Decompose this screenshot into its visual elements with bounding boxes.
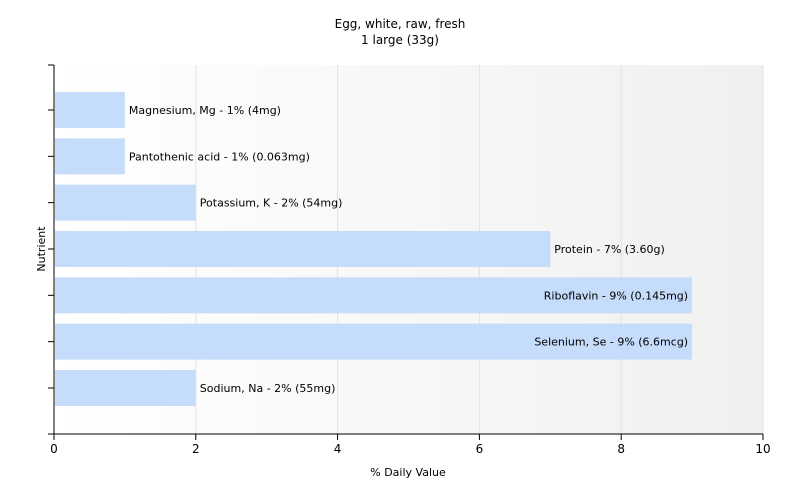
bar [55,323,693,360]
bar-label: Pantothenic acid - 1% (0.063mg) [129,150,310,163]
bar [55,138,125,175]
x-tick-label: 8 [617,442,625,456]
bar-label: Potassium, K - 2% (54mg) [200,197,343,210]
x-tick-label: 2 [192,442,200,456]
x-tick-label: 6 [476,442,484,456]
y-axis-label: Nutrient [35,226,48,272]
x-tick-label: 4 [334,442,342,456]
bar-label: Riboflavin - 9% (0.145mg) [544,289,688,302]
bar [55,230,551,267]
bar-label: Selenium, Se - 9% (6.6mcg) [534,336,688,349]
x-axis-label: % Daily Value [370,466,446,479]
bar-labels: Magnesium, Mg - 1% (4mg) Pantothenic acid… [129,104,688,395]
x-tick-label: 0 [50,442,58,456]
bar-label: Protein - 7% (3.60g) [554,243,665,256]
bar [55,277,693,314]
x-axis-ticks: 0 2 4 6 8 10 [50,434,771,456]
bar-label: Magnesium, Mg - 1% (4mg) [129,104,281,117]
y-axis-ticks [48,64,54,435]
chart-title: Egg, white, raw, fresh [335,17,466,31]
chart-subtitle: 1 large (33g) [361,33,439,47]
bar [55,92,125,128]
x-tick-label: 10 [755,442,770,456]
bars [55,92,693,406]
bar [55,369,196,406]
bar [55,184,196,221]
bar-label: Sodium, Na - 2% (55mg) [200,382,336,395]
